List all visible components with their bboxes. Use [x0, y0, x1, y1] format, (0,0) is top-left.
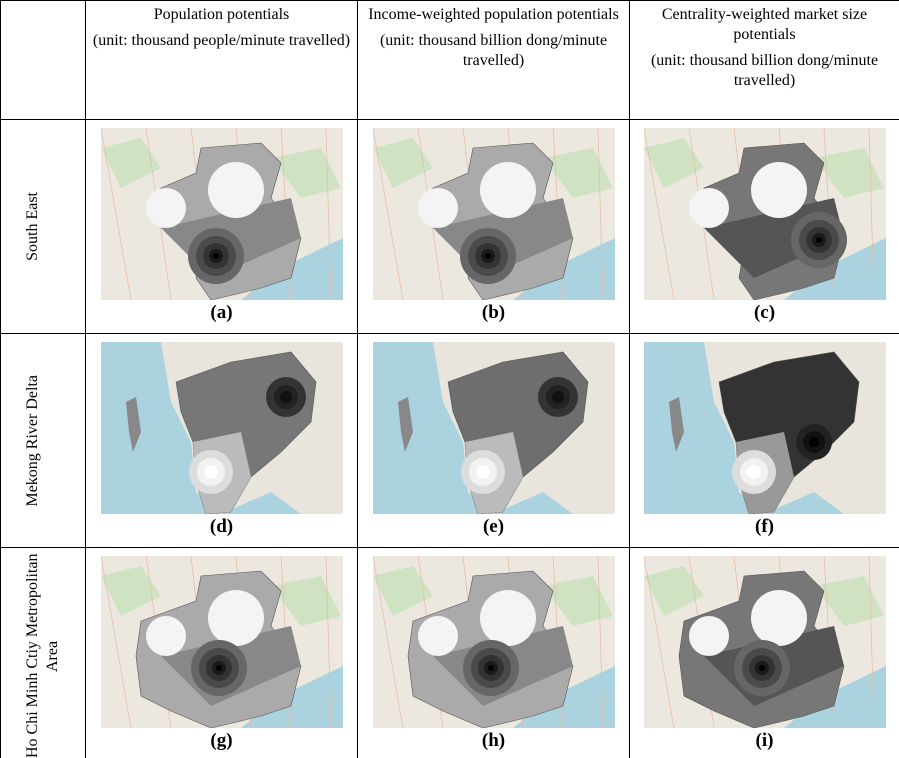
white-zone: [751, 590, 807, 646]
column-unit: (unit: thousand billion dong/minute trav…: [630, 51, 899, 91]
row: South East (a)(b)(c): [1, 120, 899, 334]
map: [101, 128, 343, 300]
map: [644, 342, 886, 514]
row-label-cell: South East: [1, 120, 86, 334]
panel-cell: (e): [358, 334, 630, 548]
contour: [747, 465, 761, 479]
white-zone: [418, 616, 458, 656]
contour: [204, 465, 218, 479]
row: Mekong River Delta (d)(e)(f): [1, 334, 899, 548]
column-title: Income-weighted population potentials: [358, 5, 629, 25]
white-zone: [689, 616, 729, 656]
white-zone: [208, 162, 264, 218]
panel-cell: (b): [358, 120, 630, 334]
white-zone: [146, 188, 186, 228]
map: [101, 342, 343, 514]
column-title: Centrality-weighted market size potentia…: [630, 5, 899, 45]
column-unit: (unit: thousand people/minute travelled): [86, 31, 357, 51]
panel-caption: (f): [630, 516, 899, 538]
column-header: Centrality-weighted market size potentia…: [630, 1, 899, 120]
contour: [216, 665, 222, 671]
panel-caption: (h): [358, 730, 629, 752]
figure: Population potentials (unit: thousand peo…: [0, 0, 899, 758]
map: [373, 128, 615, 300]
contour: [816, 237, 822, 243]
map: [644, 128, 886, 300]
row-label: Mekong River Delta: [23, 375, 63, 507]
panel-cell: (c): [630, 120, 899, 334]
panel-cell: (a): [86, 120, 358, 334]
panel-cell: (f): [630, 334, 899, 548]
contour: [552, 391, 564, 403]
panel-caption: (g): [86, 730, 357, 752]
panel-caption: (d): [86, 516, 357, 538]
column-unit: (unit: thousand billion dong/minute trav…: [358, 31, 629, 71]
row-label: Ho Chi Minh Ctiy Metropolitan Area: [23, 548, 63, 758]
column-header: Population potentials (unit: thousand peo…: [86, 1, 358, 120]
panel-caption: (b): [358, 302, 629, 324]
panel-cell: (i): [630, 548, 899, 758]
white-zone: [751, 162, 807, 218]
row-label-cell: Mekong River Delta: [1, 334, 86, 548]
row: Ho Chi Minh Ctiy Metropolitan Area (g)(h)…: [1, 548, 899, 758]
column-title: Population potentials: [86, 5, 357, 25]
row-label-cell: Ho Chi Minh Ctiy Metropolitan Area: [1, 548, 86, 758]
row-label: South East: [23, 192, 63, 261]
contour: [476, 465, 490, 479]
panel-caption: (i): [630, 730, 899, 752]
panel-caption: (e): [358, 516, 629, 538]
map: [101, 556, 343, 728]
figure-table: Population potentials (unit: thousand peo…: [0, 0, 899, 758]
corner-cell: [1, 1, 86, 120]
white-zone: [146, 616, 186, 656]
white-zone: [418, 188, 458, 228]
contour: [213, 253, 219, 259]
white-zone: [689, 188, 729, 228]
white-zone: [208, 590, 264, 646]
map: [373, 342, 615, 514]
map: [644, 556, 886, 728]
contour: [809, 437, 819, 447]
white-zone: [480, 162, 536, 218]
contour: [280, 391, 292, 403]
panel-caption: (c): [630, 302, 899, 324]
header-row: Population potentials (unit: thousand peo…: [1, 1, 899, 120]
column-header: Income-weighted population potentials (un…: [358, 1, 630, 120]
panel-cell: (h): [358, 548, 630, 758]
contour: [488, 665, 494, 671]
contour: [759, 665, 765, 671]
panel-cell: (g): [86, 548, 358, 758]
panel-caption: (a): [86, 302, 357, 324]
map: [373, 556, 615, 728]
white-zone: [480, 590, 536, 646]
panel-cell: (d): [86, 334, 358, 548]
contour: [485, 253, 491, 259]
